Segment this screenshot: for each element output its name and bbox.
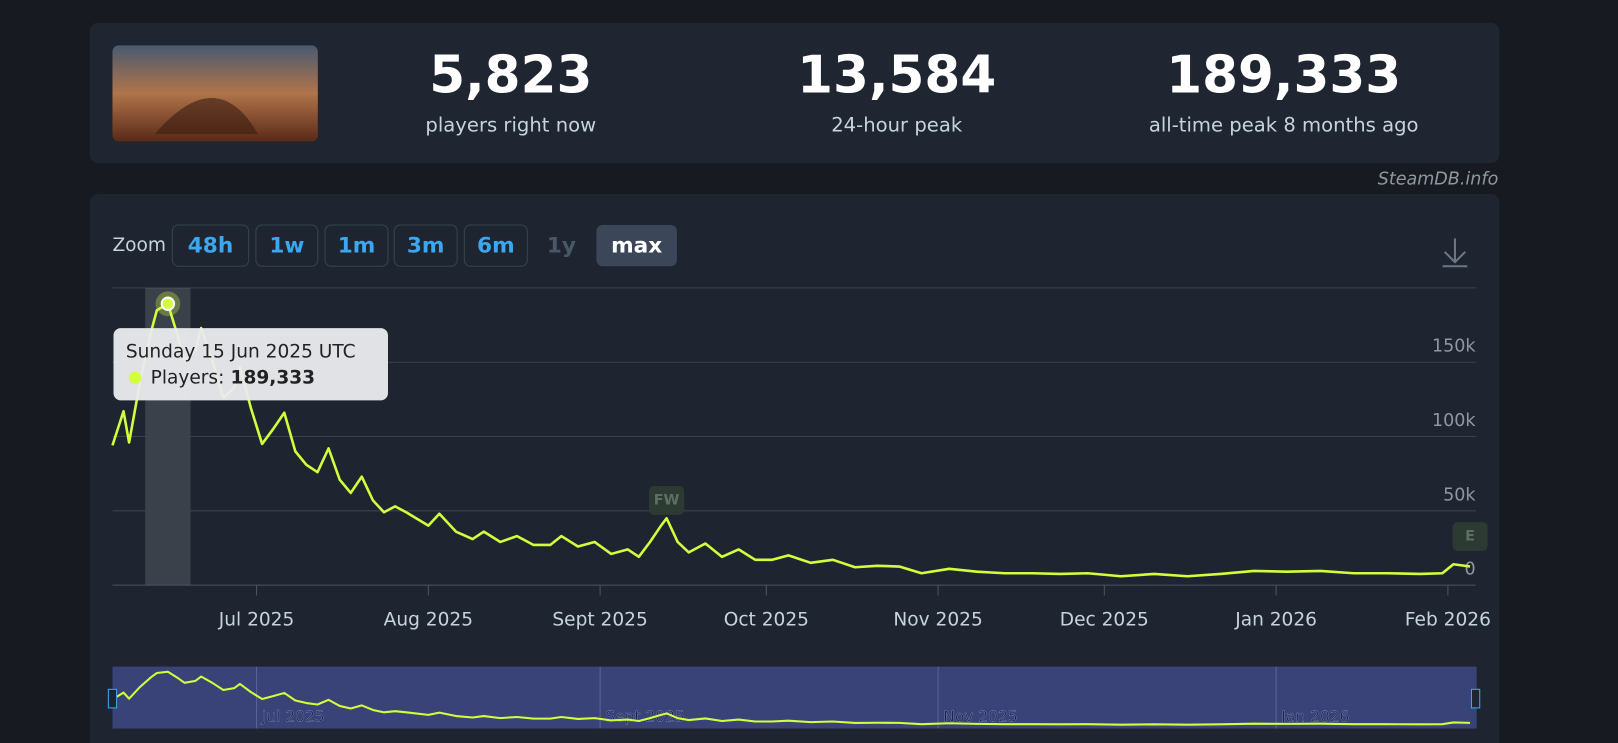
tooltip-label: Players: [151,367,225,388]
zoom-button-label[interactable]: 6m [477,234,515,259]
stats-card [89,22,1500,164]
tooltip-text: Players: 189,333 [151,367,315,388]
navigator[interactable] [112,666,1477,729]
zoom-button[interactable] [463,224,528,267]
annotation-flag[interactable] [1452,522,1488,552]
x-tick-label: Feb 2026 [1405,610,1491,631]
zoom-button-label[interactable]: 1m [338,234,376,259]
navigator-content: Jul 2025 Sept 2025 Nov 2025 Jan 2026 [107,666,1481,729]
zoom-button-label[interactable]: 1w [269,234,304,259]
tooltip-value: 189,333 [231,367,316,388]
zoom-label: Zoom [112,235,166,256]
download-icon[interactable] [1442,238,1468,268]
navigator-line [111,670,1471,726]
navigator-label: Sept 2025 [605,708,685,726]
x-tick-label: Jul 2025 [218,610,295,631]
stat-label: 24-hour peak [831,113,963,136]
stat-value: 13,584 [797,45,996,105]
plot: 0 50k 100k 150k Jul 2025 Aug 2025 Sept 2025 Oct… [111,287,1491,631]
zoom-button-label[interactable]: 48h [188,234,234,259]
y-tick-label: 150k [1432,337,1476,357]
y-tick-label: 50k [1443,485,1476,505]
annotation-label: E [1465,529,1475,545]
tooltip-date: Sunday 15 Jun 2025 UTC [126,341,356,362]
stat-label: all-time peak 8 months ago [1149,113,1419,136]
navigator-handle[interactable] [107,688,118,709]
navigator-label: Nov 2025 [943,708,1017,726]
x-tick-label: Sept 2025 [552,610,647,631]
zoom-button[interactable] [596,224,677,267]
hover-point [160,296,176,311]
annotation-label: FW [654,492,680,508]
tooltip-marker [128,371,142,384]
zoom-buttons: 48h 1w 1m 3m 6m 1y max [171,224,677,267]
zoom-button-label[interactable]: 1y [547,234,576,259]
x-tick-label: Jan 2026 [1234,610,1317,631]
zoom-button-label[interactable]: max [611,234,662,259]
chart-card [89,194,1500,743]
x-tick-label: Oct 2025 [724,610,809,631]
stat-value: 5,823 [429,45,592,105]
x-tick-label: Dec 2025 [1060,610,1149,631]
thumbnail-art [154,98,258,135]
navigator-handle[interactable] [1470,688,1481,709]
navigator-label: Jan 2026 [1280,708,1349,726]
y-tick-label: 0 [1464,560,1475,580]
navigator-label: Jul 2025 [261,708,325,726]
credit[interactable]: SteamDB.info [1378,170,1499,190]
zoom-button[interactable] [393,224,458,267]
zoom-button[interactable] [324,224,389,267]
zoom-button[interactable] [171,224,250,267]
stat-value: 189,333 [1166,45,1401,105]
tooltip [113,328,388,401]
game-thumbnail[interactable] [112,45,318,142]
zoom-button[interactable] [255,224,319,267]
y-tick-label: 100k [1432,411,1476,431]
x-tick-label: Nov 2025 [893,610,982,631]
stats: 5,823 players right now 13,584 24-hour peak… [425,45,1418,136]
zoom-button-label[interactable]: 3m [407,234,445,259]
x-tick-label: Aug 2025 [384,610,473,631]
annotation-flag[interactable] [649,486,685,515]
stat-label: players right now [425,113,596,136]
